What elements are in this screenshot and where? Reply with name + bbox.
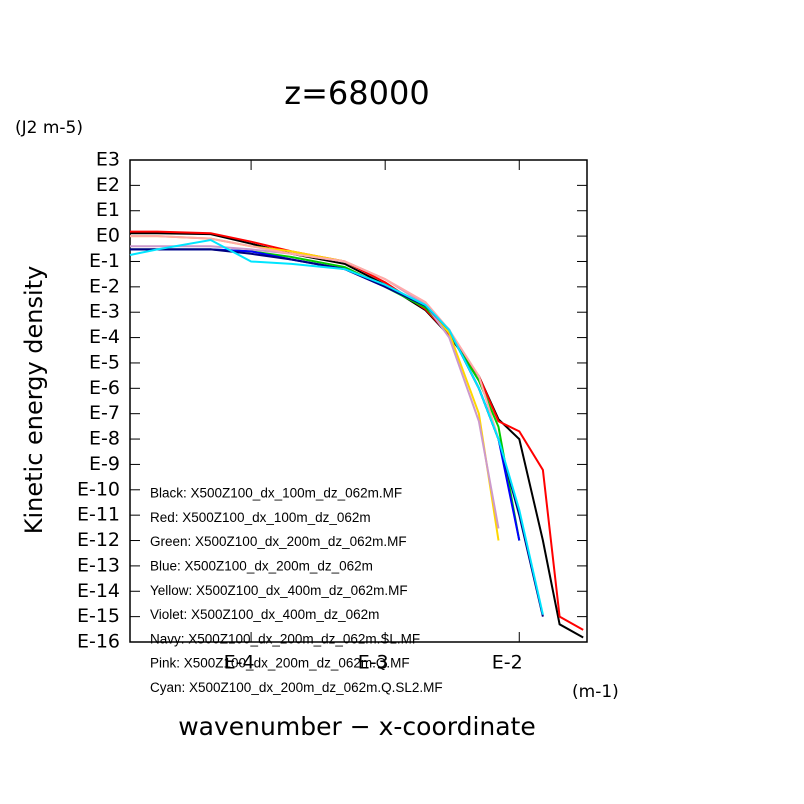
y-tick-label: E-10 (77, 478, 120, 500)
y-tick-label: E-9 (89, 453, 120, 475)
series-line (129, 238, 544, 615)
chart-title: z=68000 (284, 74, 429, 112)
legend-entry: Pink: X500Z100_dx_200m_dz_062m.Q.MF (150, 656, 410, 671)
y-tick-label: E-7 (89, 402, 120, 424)
y-tick-label: E-4 (89, 326, 120, 348)
y-tick-label: E-1 (89, 250, 120, 272)
y-tick-label: E-6 (89, 377, 120, 399)
legend-entry: Violet: X500Z100_dx_400m_dz_062m (150, 607, 379, 622)
y-tick-label: E-13 (77, 554, 120, 576)
x-tick-label: E-4 (224, 652, 255, 674)
series-line (130, 230, 584, 631)
y-tick-label: E-15 (77, 605, 120, 627)
y-unit: (J2 m-5) (15, 118, 83, 138)
y-tick-label: E0 (96, 225, 120, 247)
y-tick-label: E1 (96, 199, 120, 221)
x-axis-label: wavenumber − x-coordinate (178, 712, 536, 741)
legend-entry: Black: X500Z100_dx_100m_dz_062m.MF (150, 486, 402, 501)
legend-entry: Red: X500Z100_dx_100m_dz_062m (150, 510, 371, 525)
x-tick-label: E-2 (492, 652, 523, 674)
series-line (130, 235, 500, 440)
y-tick-label: E-12 (77, 529, 120, 551)
y-tick-label: E3 (96, 149, 120, 171)
legend-entry: Cyan: X500Z100_dx_200m_dz_062m.Q.SL2.MF (150, 680, 443, 695)
y-axis-label: Kinetic energy density (20, 266, 48, 535)
x-unit: (m-1) (572, 682, 619, 702)
legend-entry: Blue: X500Z100_dx_200m_dz_062m (150, 558, 373, 573)
y-tick-label: E-14 (77, 580, 120, 602)
x-tick-label: E-3 (358, 652, 389, 674)
y-tick-label: E-2 (89, 275, 120, 297)
legend-entry: Yellow: X500Z100_dx_400m_dz_062m.MF (150, 583, 408, 598)
plot-frame (129, 159, 588, 643)
y-tick-label: E2 (96, 174, 120, 196)
y-tick-label: E-8 (89, 428, 120, 450)
legend-entry: Navy: X500Z100_dx_200m_dz_062m.SL.MF (150, 631, 420, 646)
legend-entry: Green: X500Z100_dx_200m_dz_062m.MF (150, 534, 407, 549)
y-tick-label: E-5 (89, 351, 120, 373)
y-tick-label: E-11 (77, 504, 120, 526)
y-tick-label: E-16 (77, 631, 120, 653)
y-tick-label: E-3 (89, 301, 120, 323)
